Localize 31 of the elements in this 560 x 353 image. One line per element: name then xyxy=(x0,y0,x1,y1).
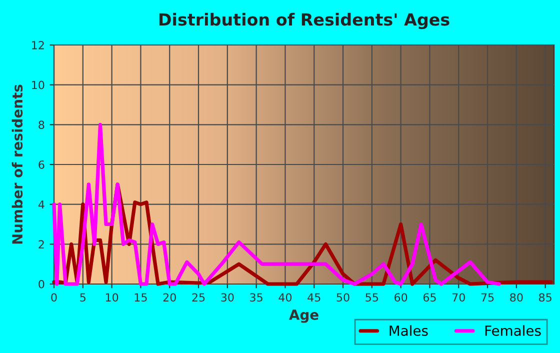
x-tick-label: 75 xyxy=(481,293,494,302)
x-tick-label: 30 xyxy=(221,293,234,302)
x-tick-label: 15 xyxy=(134,293,147,302)
x-tick-label: 20 xyxy=(163,293,176,302)
x-tick-label: 0 xyxy=(51,293,57,302)
x-tick-label: 80 xyxy=(510,293,523,302)
x-tick-label: 50 xyxy=(336,293,350,302)
x-tick-label: 65 xyxy=(423,293,436,302)
x-tick-label: 60 xyxy=(394,293,408,302)
y-axis-title: Number of residents xyxy=(12,84,23,244)
x-tick-label: 45 xyxy=(308,293,320,302)
y-tick-label: 10 xyxy=(32,80,44,90)
x-tick-label: 10 xyxy=(106,293,118,302)
x-tick-label: 85 xyxy=(539,293,552,302)
x-tick-label: 25 xyxy=(192,293,205,302)
legend-label: Females xyxy=(485,325,541,336)
x-tick-label: 40 xyxy=(278,293,292,302)
x-axis-title: Age xyxy=(289,310,318,323)
y-tick-label: 8 xyxy=(38,120,44,130)
legend-label: Males xyxy=(390,325,428,336)
y-tick-label: 2 xyxy=(38,240,44,248)
x-tick-label: 70 xyxy=(452,293,465,302)
y-tick-label: 0 xyxy=(38,280,44,288)
y-tick-label: 12 xyxy=(32,40,44,50)
x-tick-label: 55 xyxy=(366,293,378,302)
chart-title: Distribution of Residents' Ages xyxy=(159,12,450,30)
line-series xyxy=(52,122,501,286)
x-tick-label: 5 xyxy=(80,293,86,302)
y-tick-label: 6 xyxy=(38,160,44,169)
y-tick-label: 4 xyxy=(38,200,44,209)
x-tick-label: 35 xyxy=(250,293,262,302)
